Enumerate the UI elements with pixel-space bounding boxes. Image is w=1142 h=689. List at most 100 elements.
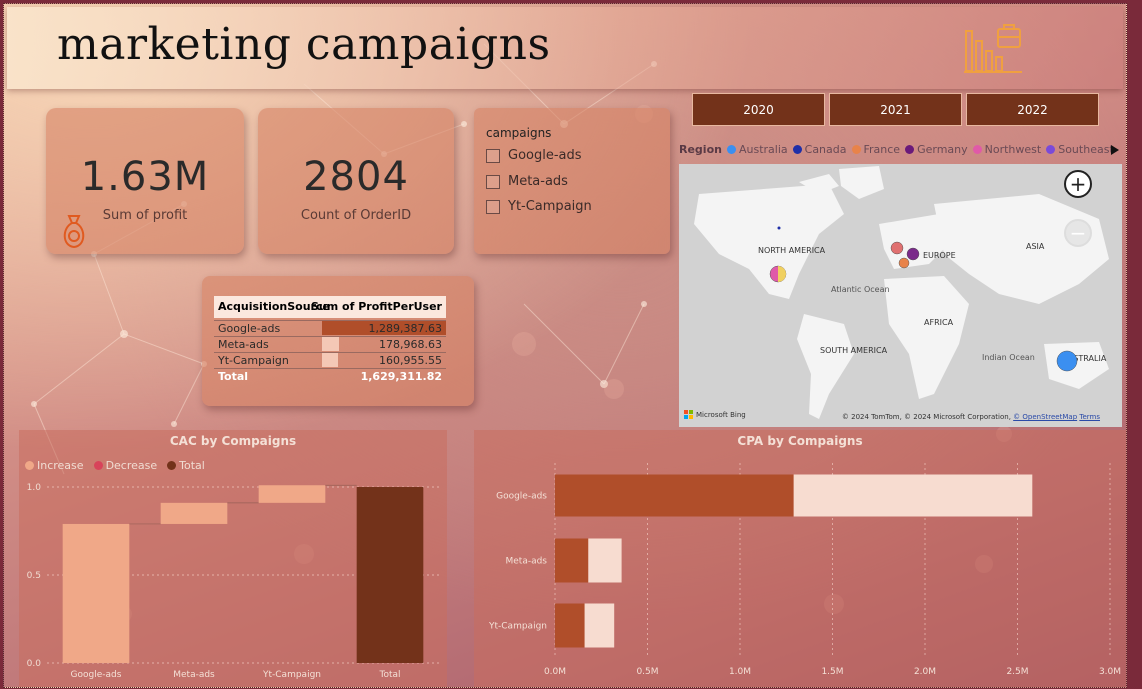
microsoft-logo-icon	[684, 410, 693, 419]
x-tick-label: 1.5M	[821, 667, 843, 677]
legend-next-icon[interactable]	[1110, 144, 1120, 156]
bubble-canada[interactable]	[777, 226, 781, 230]
bubble-france-2[interactable]	[898, 257, 910, 269]
table-row[interactable]: Yt-Campaign 160,955.55	[214, 352, 446, 368]
legend-item[interactable]: Decrease	[93, 459, 157, 472]
column-header[interactable]: Sum of ProfitPerUser	[311, 300, 442, 313]
data-bar	[322, 337, 340, 351]
legend-title: Region	[679, 143, 722, 156]
map-label: AFRICA	[924, 318, 954, 327]
table-header: AcquisitionSource Sum of ProfitPerUser	[214, 296, 446, 318]
column-header[interactable]: AcquisitionSource	[218, 300, 330, 313]
y-tick-label: Meta-ads	[505, 557, 547, 567]
legend-item[interactable]: Total	[167, 459, 205, 472]
map-copyright: © 2024 TomTom, © 2024 Microsoft Corporat…	[841, 413, 1100, 421]
zoom-in-button[interactable]: +	[1064, 170, 1092, 198]
map-label: NORTH AMERICA	[758, 246, 826, 255]
map-bubbles	[769, 226, 1078, 372]
bar	[793, 474, 1033, 517]
map-label: EUROPE	[923, 251, 956, 260]
business-chart-logo-icon	[964, 24, 1022, 73]
legend-item[interactable]: Australia	[726, 143, 788, 156]
slicer-title: campaigns	[486, 126, 552, 140]
checkbox[interactable]	[486, 174, 500, 189]
report-canvas: marketing campaigns 1.63M Sum of profit	[3, 3, 1127, 688]
legend-item[interactable]: Southeast	[1046, 143, 1114, 156]
table-row[interactable]: Meta-ads 178,968.63	[214, 336, 446, 352]
x-tick-label: 3.0M	[1099, 667, 1121, 677]
y-tick-label: Yt-Campaign	[488, 622, 547, 632]
bar	[356, 487, 424, 663]
bubble-france[interactable]	[890, 241, 904, 255]
map-label: ASIA	[1026, 242, 1045, 251]
x-tick-label: Yt-Campaign	[262, 670, 321, 680]
page-title: marketing campaigns	[57, 19, 551, 70]
kpi-value: 1.63M	[80, 154, 210, 200]
data-bar	[322, 321, 446, 335]
y-tick-label: 1.0	[27, 483, 42, 493]
zoom-out-button[interactable]: −	[1064, 219, 1092, 247]
y-tick-label: 0.5	[27, 571, 41, 581]
legend-item[interactable]: France	[851, 143, 900, 156]
chart-title: CAC by Compaigns	[169, 434, 297, 448]
x-tick-label: Meta-ads	[173, 670, 215, 680]
x-tick-label: 0.0M	[544, 667, 566, 677]
world-map-shapes	[694, 166, 1109, 419]
slicer-option-meta-ads[interactable]: Meta-ads	[486, 174, 568, 189]
slicer-option-yt-campaign[interactable]: Yt-Campaign	[486, 199, 592, 214]
table-row[interactable]: Google-ads 1,289,387.63	[214, 320, 446, 336]
x-tick-label: Google-ads	[71, 670, 122, 680]
x-tick-label: Total	[378, 670, 400, 680]
map-label: SOUTH AMERICA	[820, 346, 888, 355]
kpi-value: 2804	[303, 154, 409, 200]
legend-item[interactable]: Canada	[792, 143, 847, 156]
table-total-row: Total 1,629,311.82	[214, 368, 446, 384]
kpi-label: Sum of profit	[102, 208, 188, 223]
region-map[interactable]: NORTH AMERICA EUROPE ASIA Atlantic Ocean…	[679, 164, 1122, 427]
y-tick-label: 0.0	[27, 659, 42, 669]
bar	[555, 474, 794, 517]
kpi-card-profit: 1.63M Sum of profit	[46, 108, 244, 254]
bar	[588, 538, 622, 583]
bar	[160, 502, 228, 524]
legend-item[interactable]: Increase	[25, 459, 84, 472]
kpi-label: Count of OrderID	[300, 208, 412, 223]
x-tick-label: 0.5M	[636, 667, 658, 677]
map-label: Atlantic Ocean	[831, 285, 890, 294]
bubble-southeast-slice[interactable]	[778, 266, 786, 282]
legend-item[interactable]: Northwest	[972, 143, 1041, 156]
bubble-germany[interactable]	[906, 247, 920, 261]
table-cell: Yt-Campaign	[218, 354, 289, 367]
chart-legend: Increase Decrease Total	[25, 459, 205, 472]
osm-link[interactable]: © OpenStreetMap	[1013, 413, 1078, 421]
money-bag-icon	[63, 215, 85, 249]
checkbox[interactable]	[486, 148, 500, 163]
bar	[258, 485, 326, 503]
kpi-card-orders: 2804 Count of OrderID	[258, 108, 454, 254]
year-button-2022[interactable]: 2022	[966, 93, 1099, 126]
table-cell: 1,629,311.82	[360, 370, 442, 383]
chart-title: CPA by Compaigns	[737, 434, 863, 448]
bar	[555, 538, 589, 583]
cac-chart-panel: CAC by Compaigns Increase Decrease Total…	[19, 430, 447, 687]
header-bar: marketing campaigns	[7, 7, 1123, 89]
cac-chart-svg: 0.0 0.5 1.0 Google-ads Meta-ads Yt-Campaign To…	[27, 483, 439, 680]
x-tick-label: 1.0M	[729, 667, 751, 677]
terms-link[interactable]: Terms	[1079, 413, 1100, 421]
table-cell: Google-ads	[218, 322, 281, 335]
x-tick-label: 2.5M	[1006, 667, 1028, 677]
bar	[62, 523, 130, 663]
y-tick-label: Google-ads	[496, 492, 547, 502]
year-button-2020[interactable]: 2020	[692, 93, 825, 126]
bar	[555, 603, 585, 648]
bing-brand: Microsoft Bing	[684, 410, 746, 419]
bubble-australia[interactable]	[1056, 350, 1078, 372]
map-legend: Region Australia Canada France Germany N…	[679, 143, 1114, 156]
legend-item[interactable]: Germany	[905, 143, 968, 156]
table-cell: 1,289,387.63	[368, 322, 442, 335]
slicer-option-google-ads[interactable]: Google-ads	[486, 148, 582, 163]
checkbox[interactable]	[486, 199, 500, 214]
data-bar	[322, 353, 338, 367]
year-button-2021[interactable]: 2021	[829, 93, 962, 126]
cpa-chart-svg: 0.0M 0.5M 1.0M 1.5M 2.0M 2.5M 3.0M Google-ads Me…	[488, 463, 1121, 677]
